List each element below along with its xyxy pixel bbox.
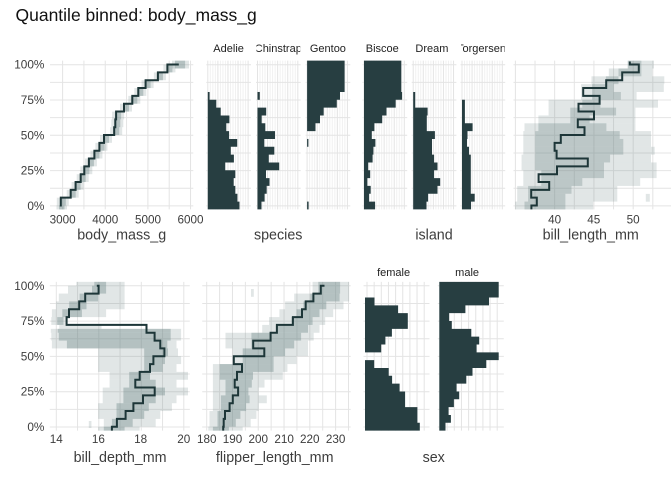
svg-text:island: island	[415, 228, 452, 244]
svg-text:4000: 4000	[92, 214, 119, 227]
svg-text:50%: 50%	[21, 128, 45, 142]
svg-text:sex: sex	[423, 450, 445, 466]
svg-text:18: 18	[134, 433, 147, 446]
svg-text:bill_depth_mm: bill_depth_mm	[74, 450, 167, 466]
svg-text:female: female	[377, 267, 410, 279]
svg-text:45: 45	[587, 214, 601, 227]
svg-text:50: 50	[627, 214, 641, 227]
svg-text:220: 220	[300, 433, 320, 446]
svg-text:100%: 100%	[14, 279, 45, 293]
svg-text:species: species	[254, 228, 302, 244]
svg-text:male: male	[455, 267, 479, 279]
svg-text:Adelie: Adelie	[213, 43, 244, 55]
svg-text:flipper_length_mm: flipper_length_mm	[216, 450, 334, 466]
svg-text:body_mass_g: body_mass_g	[77, 228, 166, 244]
svg-text:200: 200	[249, 433, 269, 446]
svg-text:100%: 100%	[14, 58, 45, 72]
svg-text:75%: 75%	[21, 314, 45, 328]
svg-text:Dream: Dream	[415, 43, 448, 55]
svg-text:50%: 50%	[21, 349, 45, 363]
svg-text:Quantile binned: body_mass_g: Quantile binned: body_mass_g	[16, 5, 257, 26]
svg-text:230: 230	[326, 433, 346, 446]
svg-text:40: 40	[548, 214, 562, 227]
svg-text:25%: 25%	[21, 385, 45, 399]
svg-text:5000: 5000	[135, 214, 162, 227]
svg-text:Chinstrap: Chinstrap	[255, 43, 302, 55]
svg-text:14: 14	[50, 433, 64, 446]
svg-text:180: 180	[197, 433, 217, 446]
svg-text:3000: 3000	[50, 214, 77, 227]
svg-text:Gentoo: Gentoo	[310, 43, 346, 55]
svg-text:75%: 75%	[21, 93, 45, 107]
svg-text:Biscoe: Biscoe	[366, 43, 399, 55]
svg-text:0%: 0%	[27, 199, 45, 213]
svg-text:Torgersen: Torgersen	[457, 43, 506, 55]
svg-text:bill_length_mm: bill_length_mm	[543, 228, 639, 244]
svg-text:20: 20	[177, 433, 191, 446]
svg-text:16: 16	[92, 433, 105, 446]
svg-text:6000: 6000	[177, 214, 204, 227]
svg-text:190: 190	[223, 433, 243, 446]
svg-text:210: 210	[274, 433, 294, 446]
svg-text:0%: 0%	[27, 420, 45, 434]
svg-text:25%: 25%	[21, 164, 45, 178]
